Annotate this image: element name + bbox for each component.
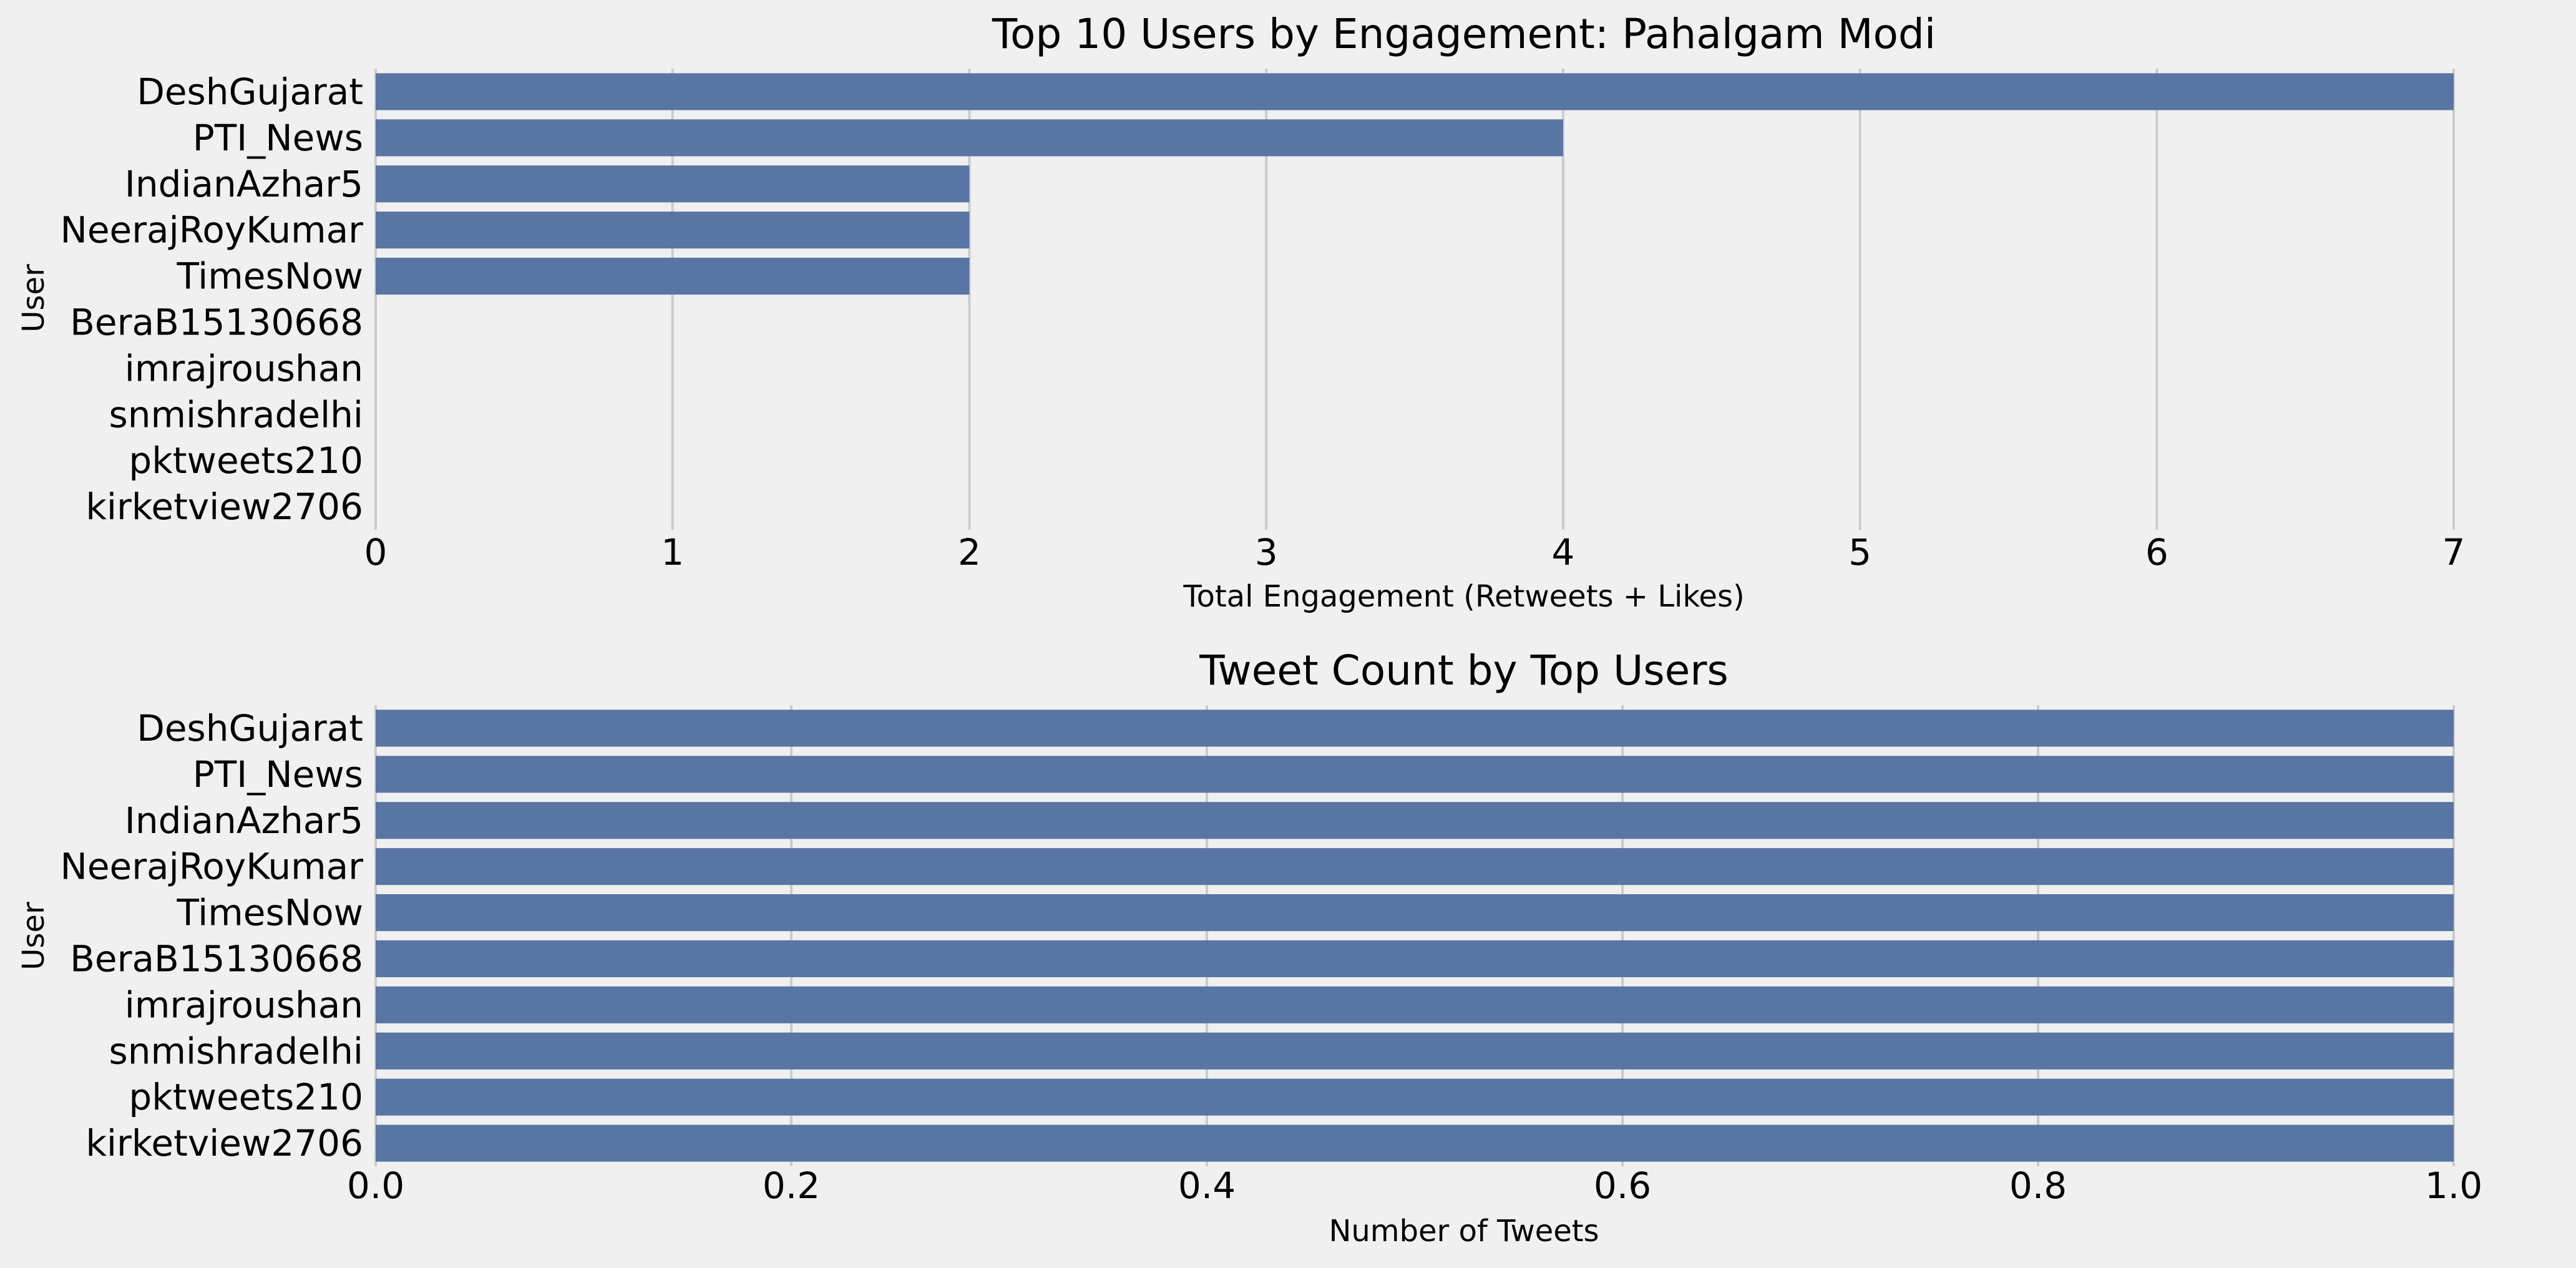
bar bbox=[376, 212, 970, 249]
x-tick-label: 0.0 bbox=[347, 1164, 404, 1207]
y-tick-label: imrajroushan bbox=[125, 347, 363, 389]
x-tick-label: 0 bbox=[364, 531, 388, 573]
y-tick-label: BeraB15130668 bbox=[70, 301, 363, 343]
y-tick-label: NeerajRoyKumar bbox=[60, 209, 363, 251]
x-tick-labels: 0.0 0.2 0.4 0.6 0.8 1.0 bbox=[347, 1164, 2482, 1207]
bar bbox=[376, 73, 2454, 110]
bar bbox=[376, 119, 1563, 157]
x-axis-label: Total Engagement (Retweets + Likes) bbox=[1183, 579, 1744, 614]
y-tick-labels: DeshGujaratPTI_NewsIndianAzhar5NeerajRoy… bbox=[60, 71, 363, 528]
x-tick-label: 6 bbox=[2145, 531, 2169, 573]
x-tick-label: 0.8 bbox=[2009, 1164, 2067, 1207]
bar bbox=[376, 1124, 2454, 1162]
y-tick-label: PTI_News bbox=[193, 753, 363, 796]
y-tick-label: IndianAzhar5 bbox=[125, 799, 363, 842]
y-tick-label: kirketview2706 bbox=[85, 485, 363, 528]
x-tick-label: 0.6 bbox=[1594, 1164, 1651, 1207]
x-tick-label: 7 bbox=[2442, 531, 2466, 573]
bar bbox=[376, 1078, 2454, 1116]
y-tick-label: BeraB15130668 bbox=[70, 937, 363, 980]
y-tick-label: TimesNow bbox=[177, 255, 363, 298]
x-tick-label: 0.4 bbox=[1178, 1164, 1236, 1207]
bar bbox=[376, 756, 2454, 793]
chart-tweet-count: Tweet Count by Top Users Number of Tweet… bbox=[16, 646, 2482, 1249]
chart-title: Top 10 Users by Engagement: Pahalgam Mod… bbox=[992, 10, 1936, 58]
y-tick-label: pktweets210 bbox=[129, 439, 363, 482]
y-tick-label: DeshGujarat bbox=[137, 71, 363, 113]
y-tick-label: NeerajRoyKumar bbox=[60, 846, 363, 888]
x-tick-label: 5 bbox=[1848, 531, 1871, 573]
y-tick-label: kirketview2706 bbox=[85, 1122, 363, 1164]
x-tick-label: 1.0 bbox=[2425, 1164, 2482, 1207]
y-tick-label: IndianAzhar5 bbox=[125, 163, 363, 205]
y-tick-label: TimesNow bbox=[177, 892, 363, 934]
bar bbox=[376, 894, 2454, 932]
y-tick-label: snmishradelhi bbox=[109, 393, 363, 436]
chart-title: Tweet Count by Top Users bbox=[1199, 646, 1729, 695]
x-tick-label: 3 bbox=[1255, 531, 1278, 573]
y-tick-label: imrajroushan bbox=[125, 983, 363, 1026]
y-axis-label: User bbox=[16, 264, 51, 333]
bar bbox=[376, 1032, 2454, 1070]
y-tick-label: snmishradelhi bbox=[109, 1030, 363, 1072]
bar bbox=[376, 802, 2454, 839]
y-tick-label: pktweets210 bbox=[129, 1076, 363, 1118]
y-tick-label: DeshGujarat bbox=[137, 707, 363, 749]
bar bbox=[376, 848, 2454, 885]
bar bbox=[376, 165, 970, 203]
y-tick-labels: DeshGujaratPTI_NewsIndianAzhar5NeerajRoy… bbox=[60, 707, 363, 1164]
chart-engagement: Top 10 Users by Engagement: Pahalgam Mod… bbox=[16, 10, 2465, 614]
bar bbox=[376, 940, 2454, 978]
x-tick-label: 2 bbox=[958, 531, 981, 573]
x-tick-label: 1 bbox=[661, 531, 684, 573]
x-tick-label: 4 bbox=[1551, 531, 1574, 573]
bar bbox=[376, 986, 2454, 1023]
y-tick-label: PTI_News bbox=[193, 117, 363, 159]
x-axis-label: Number of Tweets bbox=[1329, 1214, 1599, 1249]
x-tick-label: 0.2 bbox=[763, 1164, 820, 1207]
bar bbox=[376, 710, 2454, 747]
bars bbox=[376, 73, 2454, 295]
y-axis-label: User bbox=[16, 902, 51, 970]
bar bbox=[376, 257, 970, 295]
x-tick-labels: 0 1 2 3 4 5 6 7 bbox=[364, 531, 2466, 573]
bars bbox=[376, 710, 2454, 1162]
